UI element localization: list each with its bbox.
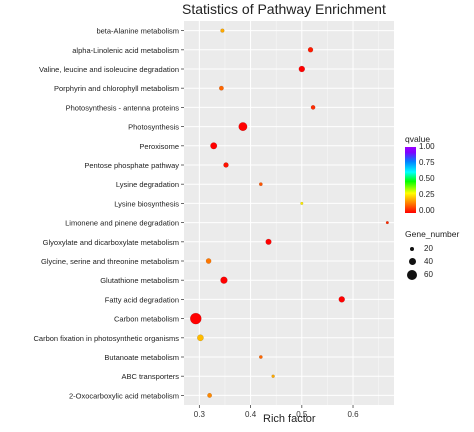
size-legend-label: 20 <box>424 244 433 253</box>
y-tick-label: Peroxisome <box>139 142 179 151</box>
size-legend-dot <box>408 258 416 265</box>
data-point <box>238 122 248 132</box>
data-point <box>258 355 263 359</box>
y-tick-label: Limonene and pinene degradation <box>65 219 179 228</box>
chart-title: Statistics of Pathway Enrichment <box>182 1 386 17</box>
data-point <box>310 105 316 110</box>
y-tick-label: Fatty acid degradation <box>105 295 179 304</box>
qvalue-tick: 0.25 <box>419 190 435 199</box>
gene-number-legend: Gene_number 20 40 60 <box>405 229 459 281</box>
data-point <box>338 296 345 303</box>
y-tick-label: Glycine, serine and threonine metabolism <box>41 257 179 266</box>
data-point <box>258 182 263 187</box>
data-point <box>385 221 389 225</box>
qvalue-tick: 1.00 <box>419 142 435 151</box>
data-point <box>197 334 204 342</box>
y-tick-label: Glyoxylate and dicarboxylate metabolism <box>43 238 179 247</box>
size-legend-row: 40 <box>405 255 459 268</box>
data-point <box>218 85 224 91</box>
x-tick-label: 0.3 <box>194 410 206 419</box>
qvalue-legend-title: qvalue <box>405 134 431 144</box>
size-legend-label: 60 <box>424 270 433 279</box>
qvalue-tick: 0.75 <box>419 158 435 167</box>
y-tick-label: Photosynthesis <box>128 123 179 132</box>
size-legend-row: 60 <box>405 268 459 281</box>
data-point <box>223 162 229 168</box>
y-tick-label: beta-Alanine metabolism <box>96 27 179 36</box>
size-legend-label: 40 <box>424 257 433 266</box>
size-legend-dot <box>410 246 414 251</box>
y-tick-label: Butanoate metabolism <box>104 353 179 362</box>
y-tick-label: ABC transporters <box>121 372 179 381</box>
y-tick-label: Photosynthesis - antenna proteins <box>66 103 180 112</box>
y-tick-label: Lysine biosynthesis <box>114 199 179 208</box>
y-tick-label: Pentose phosphate pathway <box>84 161 179 170</box>
x-tick-label: 0.6 <box>347 410 359 419</box>
x-tick-label: 0.5 <box>296 410 308 419</box>
size-legend-row: 20 <box>405 242 459 255</box>
qvalue-tick: 0.50 <box>419 174 435 183</box>
gene-number-legend-title: Gene_number <box>405 229 460 239</box>
data-point <box>265 238 272 245</box>
data-point <box>307 47 314 53</box>
data-point <box>300 201 304 205</box>
qvalue-legend: qvalue 1.00 0.75 0.50 0.25 0.00 <box>405 134 465 215</box>
data-point <box>210 142 218 150</box>
y-tick-label: Porphyrin and chlorophyll metabolism <box>54 84 179 93</box>
y-tick-label: Lysine degradation <box>116 180 179 189</box>
y-tick-label: alpha-Linolenic acid metabolism <box>72 46 179 55</box>
data-point <box>220 28 225 33</box>
y-tick-label: Carbon fixation in photosynthetic organi… <box>34 334 180 343</box>
size-legend-dot <box>407 269 417 280</box>
y-tick-label: Valine, leucine and isoleucine degradati… <box>39 65 179 74</box>
data-point <box>207 392 213 398</box>
data-point <box>298 65 306 73</box>
data-point <box>205 258 212 264</box>
x-tick-label: 0.4 <box>245 410 257 419</box>
y-tick-label: Carbon metabolism <box>114 315 179 324</box>
qvalue-colorbar <box>405 147 416 213</box>
plot-panel <box>184 21 394 405</box>
data-point <box>271 374 275 378</box>
y-tick-label: 2-Oxocarboxylic acid metabolism <box>69 391 179 400</box>
y-tick-label: Glutathione metabolism <box>100 276 179 285</box>
x-axis-label: Rich factor <box>263 413 316 425</box>
qvalue-tick: 0.00 <box>419 206 435 215</box>
data-point <box>220 276 228 284</box>
data-point <box>190 312 202 325</box>
